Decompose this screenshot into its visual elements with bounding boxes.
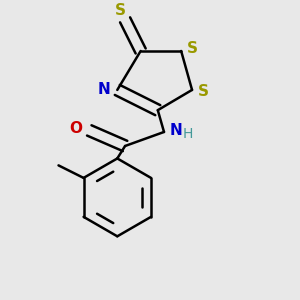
Text: S: S: [187, 41, 198, 56]
Text: N: N: [169, 123, 182, 138]
Text: O: O: [69, 122, 82, 136]
Text: S: S: [115, 3, 126, 18]
Text: H: H: [183, 127, 193, 140]
Text: N: N: [98, 82, 110, 97]
Text: S: S: [198, 84, 209, 99]
